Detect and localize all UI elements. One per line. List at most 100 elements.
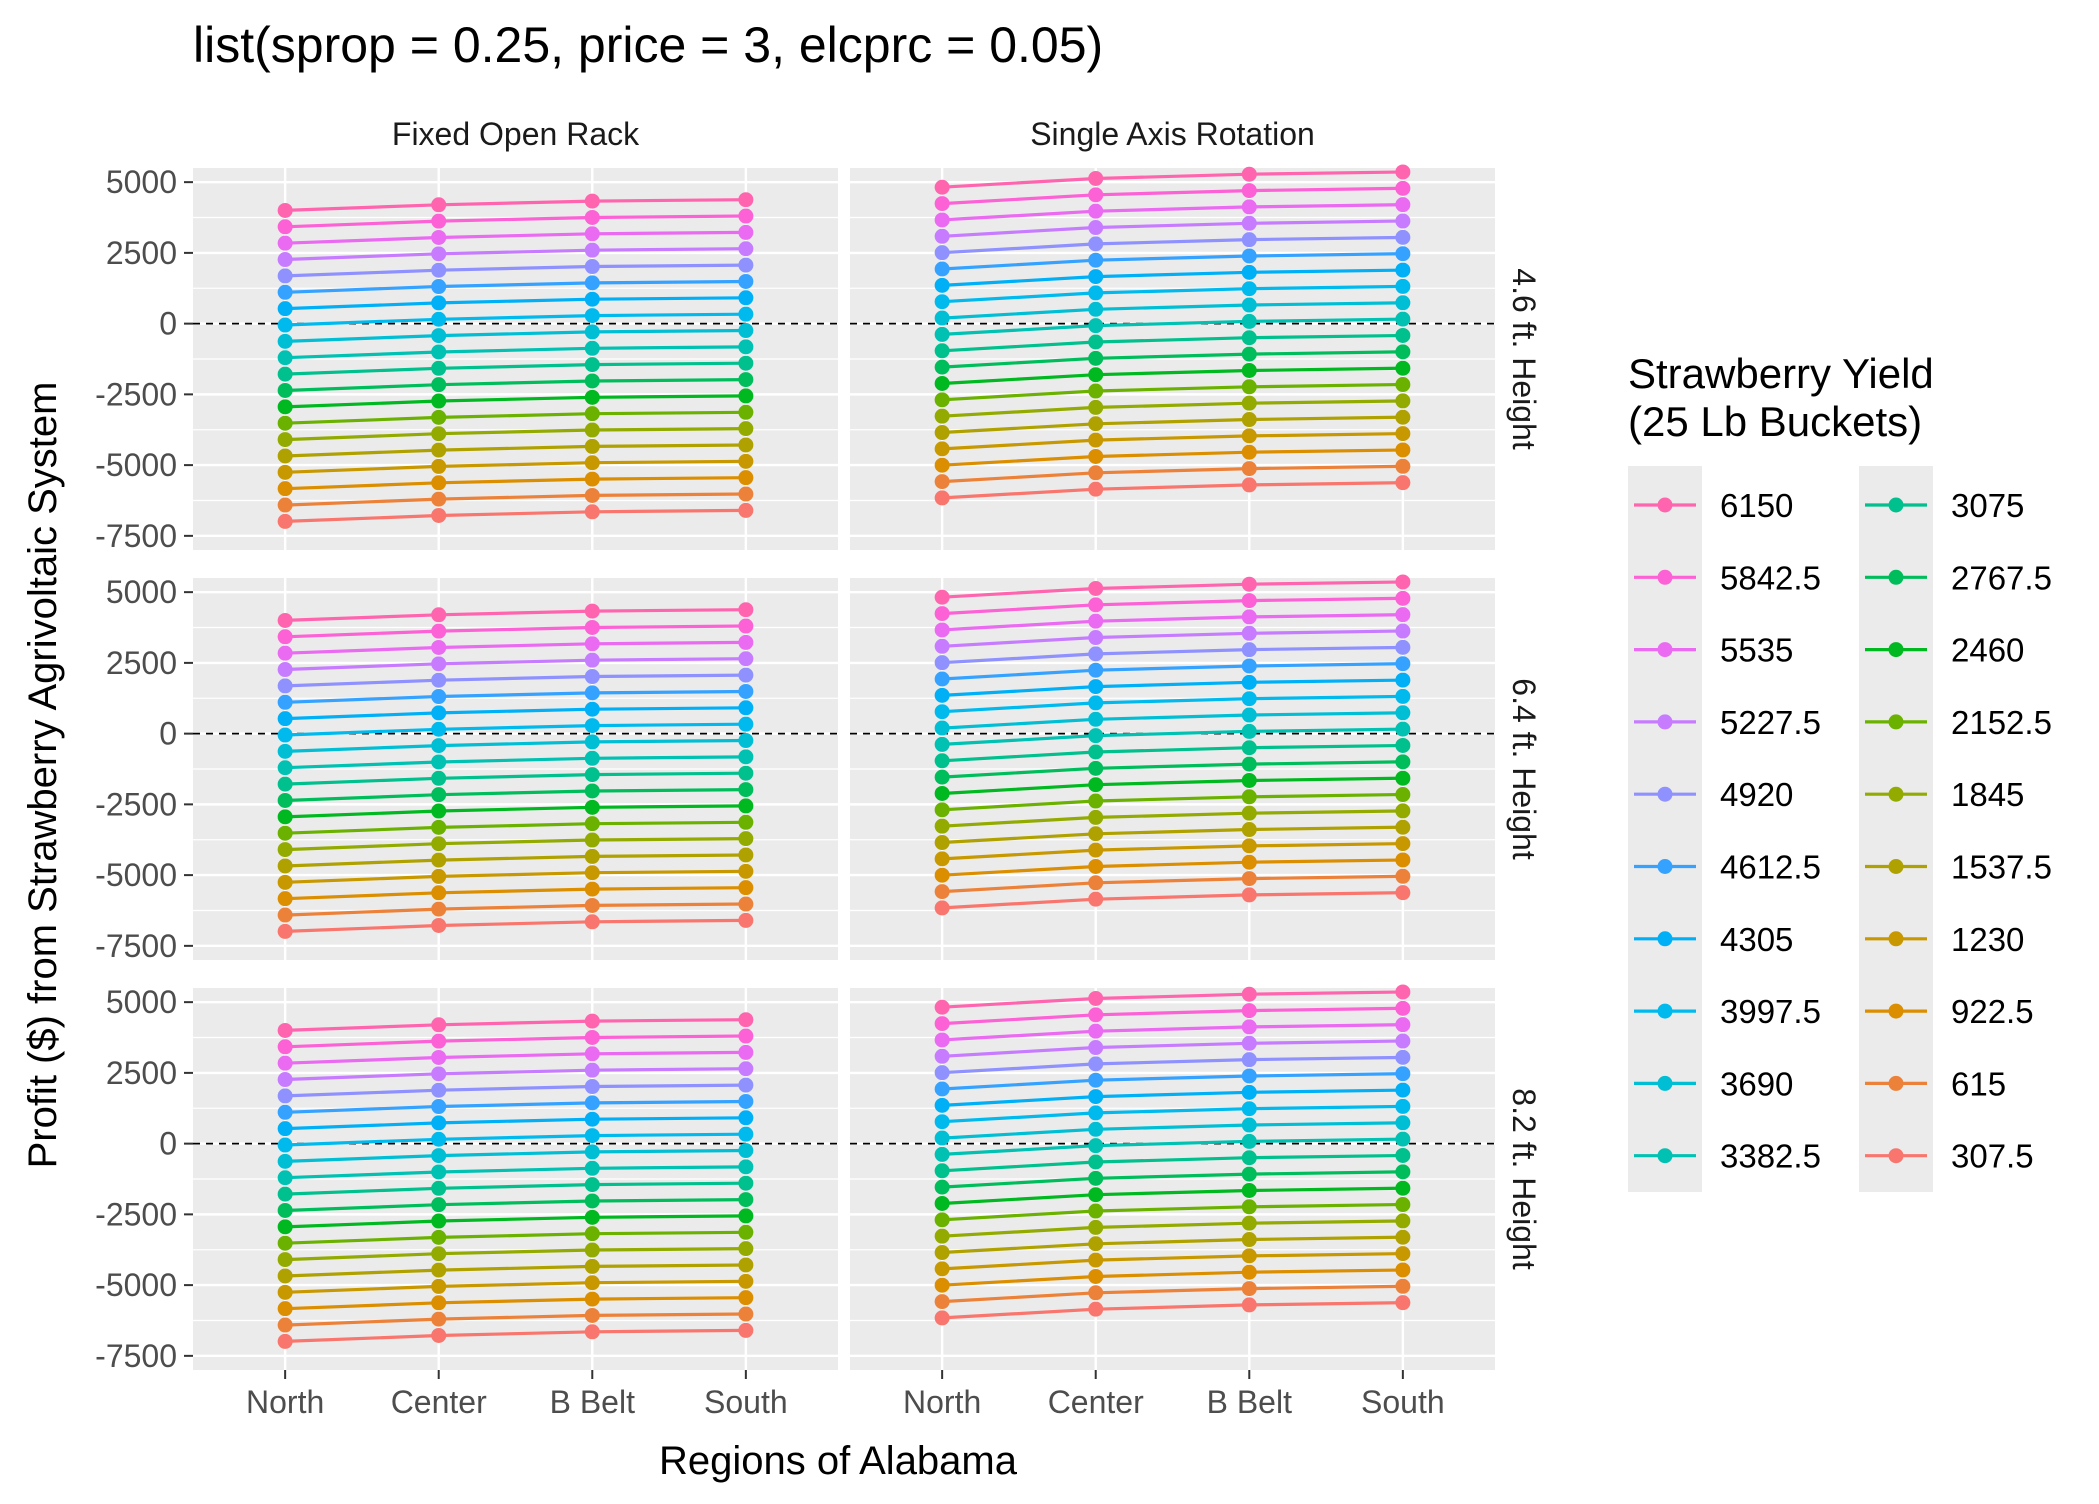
series-line xyxy=(942,203,1403,222)
series-line xyxy=(285,1067,746,1082)
series-line xyxy=(942,580,1403,599)
data-point xyxy=(431,868,447,884)
data-point xyxy=(584,1062,600,1078)
data-point xyxy=(584,914,600,930)
y-tick-label: 0 xyxy=(159,306,177,342)
data-point xyxy=(277,874,293,890)
data-point xyxy=(431,721,447,737)
data-point xyxy=(934,490,950,506)
data-point xyxy=(277,1235,293,1251)
data-point xyxy=(1395,1262,1411,1278)
series-line xyxy=(285,1263,746,1278)
series-line xyxy=(942,415,1403,435)
data-point xyxy=(1088,842,1104,858)
data-point xyxy=(738,716,754,732)
legend-item: 3075 xyxy=(1865,487,2024,524)
series xyxy=(934,1246,1411,1277)
data-point xyxy=(1088,1170,1104,1186)
data-point xyxy=(277,513,293,529)
legend-key-point xyxy=(1888,931,1904,947)
series xyxy=(934,1000,1411,1032)
data-point xyxy=(277,1284,293,1300)
data-point xyxy=(738,1224,754,1240)
data-point xyxy=(1088,891,1104,907)
series-line xyxy=(285,640,746,655)
series xyxy=(277,1175,754,1202)
data-point xyxy=(934,474,950,490)
data-point xyxy=(584,471,600,487)
legend-label: 4305 xyxy=(1720,921,1793,958)
data-point xyxy=(584,242,600,258)
data-point xyxy=(738,814,754,830)
data-point xyxy=(431,672,447,688)
data-point xyxy=(584,1029,600,1045)
data-point xyxy=(277,923,293,939)
series-line xyxy=(285,1018,746,1032)
data-point xyxy=(277,645,293,661)
data-point xyxy=(1241,854,1257,870)
series-line xyxy=(942,448,1403,467)
y-tick-label: -5000 xyxy=(95,1267,177,1303)
y-tick-label: -5000 xyxy=(95,857,177,893)
series xyxy=(277,453,754,480)
series-line xyxy=(942,399,1403,418)
data-point xyxy=(1395,197,1411,213)
x-tick-label: South xyxy=(704,1384,788,1420)
series-line xyxy=(285,394,746,409)
data-point xyxy=(584,1258,600,1274)
legend-label: 615 xyxy=(1951,1065,2006,1102)
data-point xyxy=(1088,203,1104,219)
data-point xyxy=(584,259,600,275)
data-point xyxy=(738,1306,754,1322)
series-line xyxy=(285,312,746,327)
data-point xyxy=(277,219,293,235)
series xyxy=(934,1164,1411,1195)
series xyxy=(277,896,754,923)
y-axis-label: Profit ($) from Strawberry Agrivoltaic S… xyxy=(21,382,65,1169)
data-point xyxy=(934,1146,950,1162)
data-point xyxy=(277,694,293,710)
data-point xyxy=(1241,986,1257,1002)
data-point xyxy=(277,1186,293,1202)
series xyxy=(934,1180,1411,1211)
data-point xyxy=(584,340,600,356)
data-point xyxy=(1241,609,1257,625)
data-point xyxy=(738,1159,754,1175)
data-point xyxy=(1241,166,1257,182)
series xyxy=(277,667,754,694)
data-point xyxy=(934,1130,950,1146)
data-point xyxy=(431,787,447,803)
data-point xyxy=(934,457,950,473)
series-line xyxy=(285,820,746,835)
data-point xyxy=(1241,297,1257,313)
legend-item: 2152.5 xyxy=(1865,704,2052,741)
data-point xyxy=(1395,1131,1411,1147)
data-point xyxy=(934,835,950,851)
data-point xyxy=(1088,1252,1104,1268)
legend-key-point xyxy=(1888,569,1904,585)
series xyxy=(277,1126,754,1153)
series xyxy=(934,1115,1411,1146)
data-point xyxy=(584,1291,600,1307)
data-point xyxy=(934,1261,950,1277)
data-point xyxy=(1241,1019,1257,1035)
series xyxy=(934,1017,1411,1048)
data-point xyxy=(738,602,754,618)
data-point xyxy=(277,1153,293,1169)
series xyxy=(277,863,754,890)
data-point xyxy=(934,1032,950,1048)
data-point xyxy=(934,1310,950,1326)
series xyxy=(277,1093,754,1120)
data-point xyxy=(431,1197,447,1213)
y-tick-label: 2500 xyxy=(106,1055,177,1091)
data-point xyxy=(1088,301,1104,317)
data-point xyxy=(738,847,754,863)
data-point xyxy=(1088,597,1104,613)
data-point xyxy=(1395,393,1411,409)
series-line xyxy=(285,476,746,491)
data-point xyxy=(1395,868,1411,884)
data-point xyxy=(934,1245,950,1261)
data-point xyxy=(934,1294,950,1310)
series xyxy=(934,819,1411,851)
series-line xyxy=(285,1116,746,1131)
